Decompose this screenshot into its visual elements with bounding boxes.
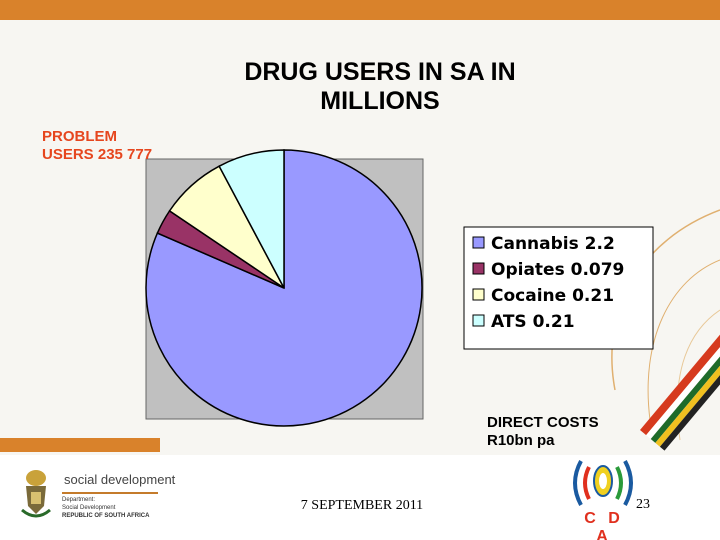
legend-label-2: Opiates 0.079 bbox=[491, 260, 624, 280]
legend-label-1: Cannabis 2.2 bbox=[491, 234, 615, 254]
direct-line-1: DIRECT COSTS bbox=[487, 414, 599, 431]
slide-title: DRUG USERS IN SA IN MILLIONS bbox=[180, 58, 580, 116]
legend-swatch-4 bbox=[472, 314, 485, 327]
title-line-1: DRUG USERS IN SA IN bbox=[244, 58, 516, 86]
legend-label-4: ATS 0.21 bbox=[491, 312, 575, 332]
direct-costs-note: DIRECT COSTS R10bn pa bbox=[487, 414, 647, 450]
legend-label-3: Cocaine 0.21 bbox=[491, 286, 614, 306]
legend-swatch-1 bbox=[472, 236, 485, 249]
direct-line-2: R10bn pa bbox=[487, 432, 555, 449]
legend-box bbox=[463, 226, 654, 350]
dept-line-3: REPUBLIC OF SOUTH AFRICA bbox=[62, 513, 150, 519]
beadwork-decoration bbox=[611, 209, 720, 451]
cda-logo-icon bbox=[573, 460, 633, 506]
dept-line-1: Department: bbox=[62, 497, 96, 503]
department-text: Department: Social Development REPUBLIC … bbox=[62, 496, 149, 520]
legend-swatch-2 bbox=[472, 262, 485, 275]
problem-line-1: PROBLEM bbox=[42, 128, 117, 145]
org-divider bbox=[62, 492, 158, 494]
slide-date: 7 SEPTEMBER 2011 bbox=[300, 498, 424, 513]
legend-swatch-3 bbox=[472, 288, 485, 301]
coat-of-arms-icon bbox=[21, 470, 51, 518]
title-line-2: MILLIONS bbox=[320, 87, 440, 115]
problem-line-2: USERS 235 777 bbox=[42, 146, 153, 163]
problem-users-note: PROBLEM USERS 235 777 bbox=[42, 128, 202, 164]
footer-accent-band bbox=[0, 438, 160, 452]
page-number: 23 bbox=[636, 497, 650, 512]
top-accent-band bbox=[0, 0, 720, 20]
org-name: social development bbox=[64, 472, 176, 487]
dept-line-2: Social Development bbox=[62, 505, 116, 511]
cda-logo-text: C D A bbox=[584, 510, 624, 540]
pie-slice-4 bbox=[218, 149, 285, 289]
